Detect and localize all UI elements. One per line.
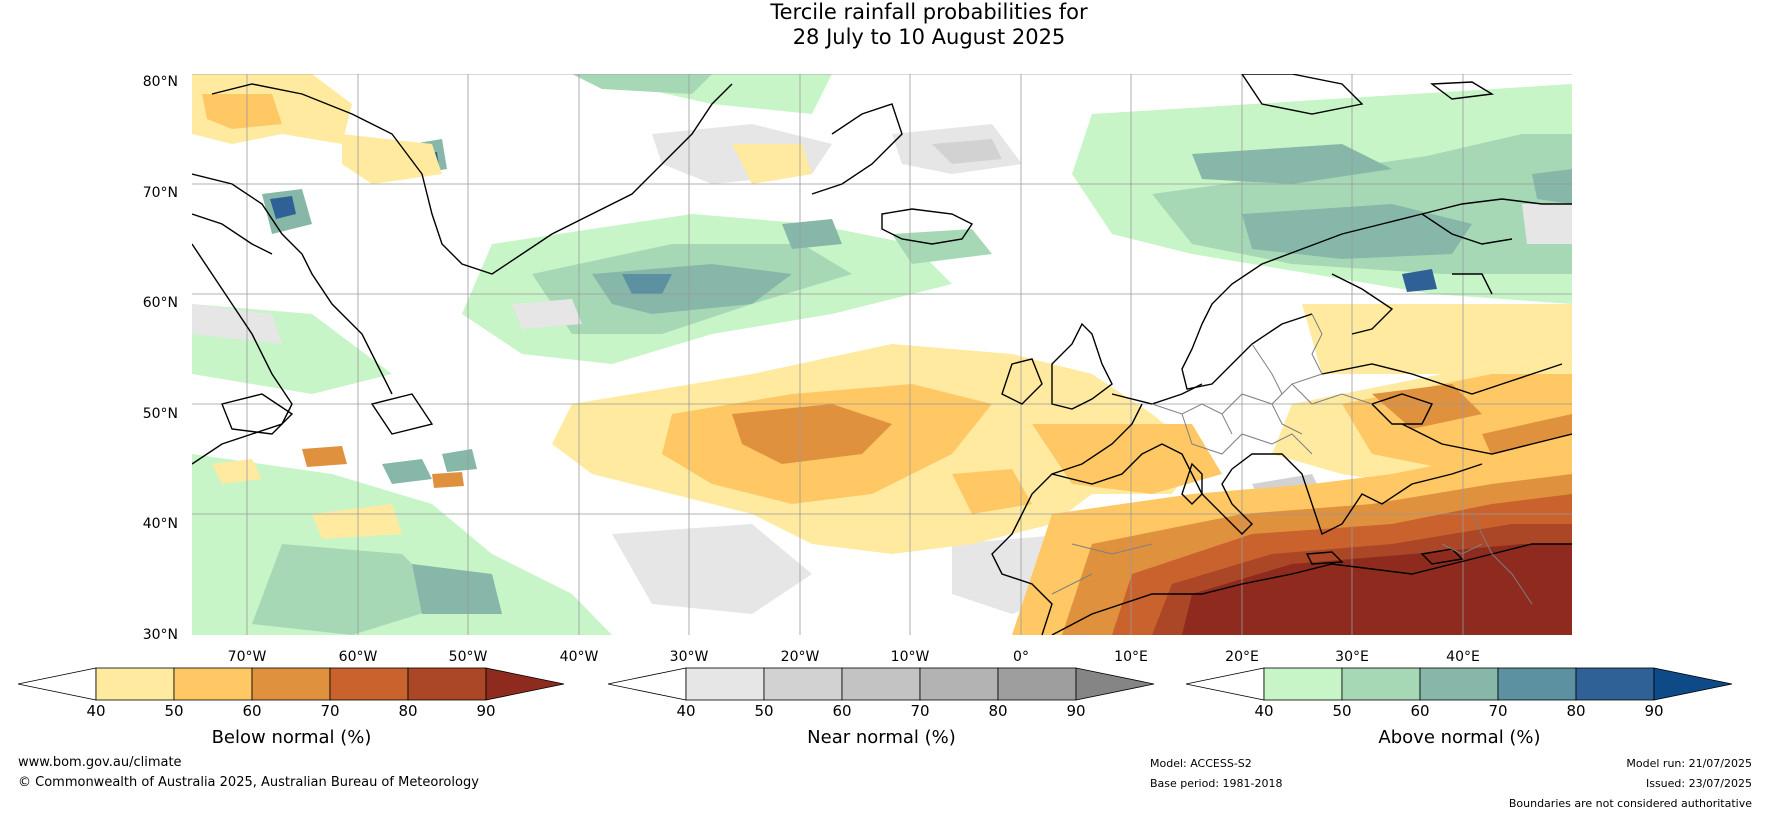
lon-label-70w: 70°W: [227, 649, 267, 665]
colorbar-tick-label: 80: [1566, 702, 1586, 720]
colorbars: [17, 667, 1733, 701]
colorbar-segment: [95, 667, 175, 701]
lon-label-40w: 40°W: [559, 649, 599, 665]
colorbar-low-extend: [17, 667, 97, 701]
colorbar-segment: [329, 667, 409, 701]
title-line-2: 28 July to 10 August 2025: [792, 25, 1066, 49]
footer-issued: Issued: 23/07/2025: [1645, 777, 1752, 790]
footer-copyright: © Commonwealth of Australia 2025, Austra…: [18, 775, 479, 790]
colorbar-tick-label: 90: [1644, 702, 1664, 720]
colorbar-tick-label: 70: [910, 702, 930, 720]
map-title: Tercile rainfall probabilities for 28 Ju…: [0, 0, 1770, 50]
colorbar-high-extend: [485, 667, 565, 701]
colorbar-segment: [997, 667, 1077, 701]
colorbar-below-normal: [17, 667, 565, 701]
lon-label-50w: 50°W: [448, 649, 488, 665]
above-normal-regions: [192, 74, 1572, 635]
lon-label-60w: 60°W: [338, 649, 378, 665]
footer-base-period: Base period: 1981-2018: [1150, 777, 1283, 790]
lat-label-70n: 70°N: [142, 185, 178, 201]
colorbar-tick-label: 60: [832, 702, 852, 720]
lon-label-0: 0°: [1013, 649, 1029, 665]
lon-label-40e: 40°E: [1446, 649, 1480, 665]
colorbar-tick-label: 50: [754, 702, 774, 720]
lat-label-50n: 50°N: [142, 406, 178, 422]
lat-label-30n: 30°N: [142, 627, 178, 643]
colorbar-tick-label: 40: [1254, 702, 1274, 720]
footer-model: Model: ACCESS-S2: [1150, 757, 1252, 770]
colorbar-above-normal: [1185, 667, 1733, 701]
colorbar-above-label: Above normal (%): [1378, 727, 1541, 748]
borders: [1051, 313, 1533, 605]
colorbar-segment: [763, 667, 843, 701]
lon-label-10w: 10°W: [890, 649, 930, 665]
colorbar-below-label: Below normal (%): [211, 727, 372, 748]
colorbar-high-extend: [1075, 667, 1155, 701]
colorbar-tick-label: 50: [1332, 702, 1352, 720]
colorbar-tick-label: 70: [320, 702, 340, 720]
footer-website: www.bom.gov.au/climate: [18, 755, 182, 770]
footer-model-run: Model run: 21/07/2025: [1626, 757, 1752, 770]
colorbar-segment: [841, 667, 921, 701]
colorbar-near-label: Near normal (%): [807, 727, 956, 748]
lon-label-30e: 30°E: [1335, 649, 1369, 665]
footer-disclaimer: Boundaries are not considered authoritat…: [1508, 797, 1752, 810]
colorbar-segment: [1263, 667, 1343, 701]
colorbar-near-normal: [607, 667, 1155, 701]
lat-label-60n: 60°N: [142, 295, 178, 311]
lon-label-30w: 30°W: [669, 649, 709, 665]
colorbar-segment: [685, 667, 765, 701]
colorbar-high-extend: [1653, 667, 1733, 701]
map-canvas: [192, 74, 1572, 635]
colorbar-tick-label: 90: [1066, 702, 1086, 720]
colorbar-tick-label: 40: [86, 702, 106, 720]
colorbar-tick-label: 90: [476, 702, 496, 720]
colorbar-segment: [1497, 667, 1577, 701]
lon-label-20e: 20°E: [1225, 649, 1259, 665]
colorbar-segment: [251, 667, 331, 701]
lat-label-80n: 80°N: [142, 74, 178, 90]
title-line-1: Tercile rainfall probabilities for: [770, 0, 1088, 24]
colorbar-segment: [1419, 667, 1499, 701]
colorbar-tick-label: 60: [242, 702, 262, 720]
colorbar-segment: [407, 667, 487, 701]
colorbar-segment: [173, 667, 253, 701]
colorbar-tick-label: 40: [676, 702, 696, 720]
colorbar-segment: [919, 667, 999, 701]
colorbar-tick-label: 70: [1488, 702, 1508, 720]
colorbar-segment: [1575, 667, 1655, 701]
colorbar-tick-label: 50: [164, 702, 184, 720]
coastlines: [192, 74, 1572, 635]
colorbar-tick-label: 60: [1410, 702, 1430, 720]
lon-label-10e: 10°E: [1114, 649, 1148, 665]
colorbar-tick-label: 80: [398, 702, 418, 720]
colorbar-tick-label: 80: [988, 702, 1008, 720]
graticule: [192, 74, 1572, 635]
lat-label-40n: 40°N: [142, 516, 178, 532]
lon-label-20w: 20°W: [780, 649, 820, 665]
colorbar-low-extend: [1185, 667, 1265, 701]
colorbar-segment: [1341, 667, 1421, 701]
colorbar-low-extend: [607, 667, 687, 701]
